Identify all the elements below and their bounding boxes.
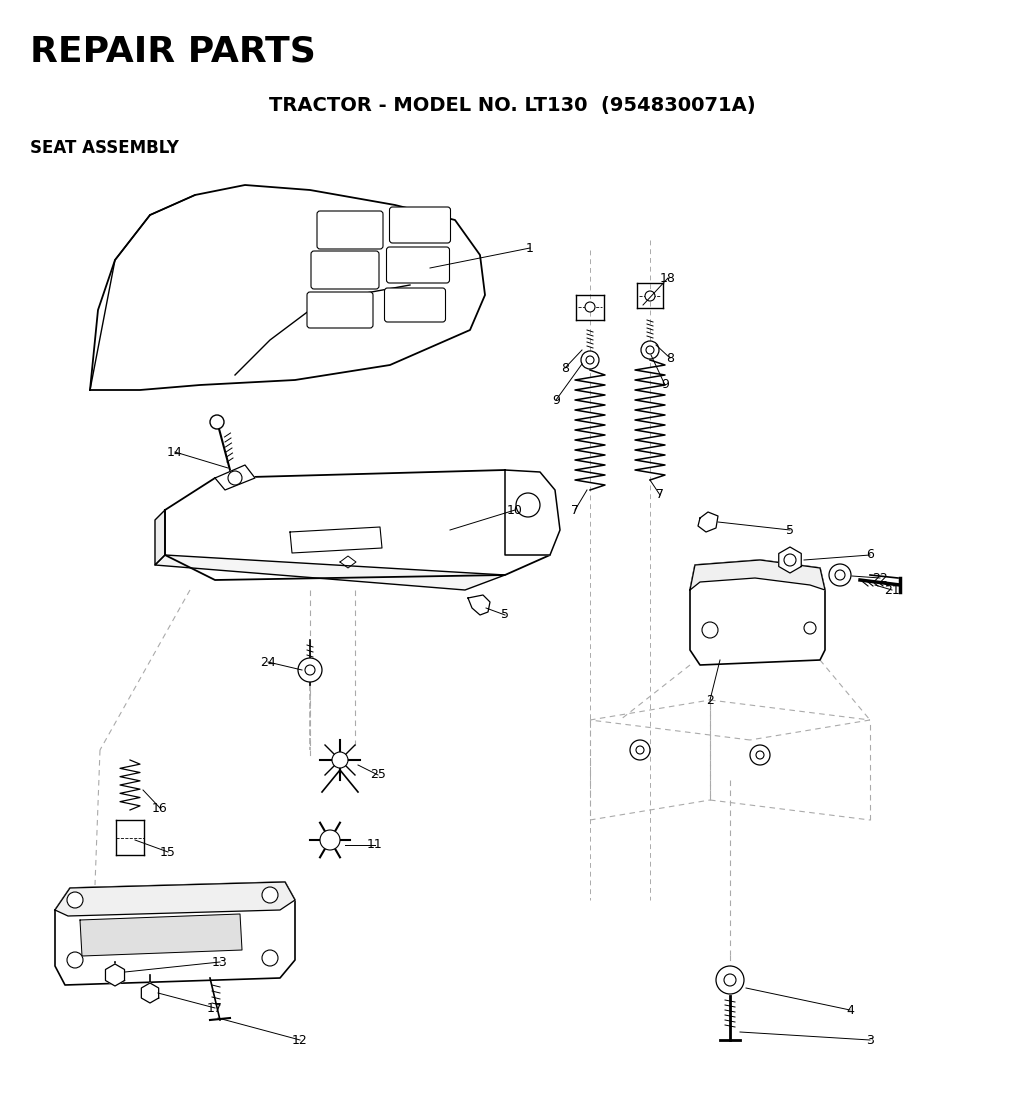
Text: 1: 1 (526, 242, 534, 255)
FancyBboxPatch shape (389, 207, 451, 243)
Text: 11: 11 (368, 839, 383, 852)
Circle shape (636, 746, 644, 755)
Circle shape (210, 416, 224, 429)
FancyBboxPatch shape (384, 288, 445, 322)
Circle shape (67, 952, 83, 968)
Text: 25: 25 (370, 769, 386, 781)
Text: 7: 7 (571, 503, 579, 516)
FancyBboxPatch shape (317, 211, 383, 249)
Circle shape (332, 752, 348, 768)
Circle shape (829, 564, 851, 586)
FancyBboxPatch shape (386, 247, 450, 283)
Polygon shape (290, 527, 382, 553)
Text: 12: 12 (292, 1034, 308, 1046)
Circle shape (641, 341, 659, 359)
Text: 13: 13 (212, 955, 228, 968)
Circle shape (750, 745, 770, 765)
Circle shape (645, 291, 655, 301)
Text: 8: 8 (666, 351, 674, 365)
Circle shape (630, 740, 650, 760)
Text: 8: 8 (561, 361, 569, 375)
Circle shape (262, 888, 278, 903)
Polygon shape (690, 560, 825, 589)
Text: 9: 9 (662, 379, 669, 391)
Polygon shape (165, 470, 550, 579)
Polygon shape (55, 882, 295, 985)
FancyBboxPatch shape (307, 293, 373, 328)
Text: 21: 21 (884, 584, 900, 596)
Circle shape (581, 351, 599, 369)
Circle shape (702, 622, 718, 638)
Polygon shape (698, 512, 718, 532)
Text: TRACTOR - MODEL NO. LT130  (954830071A): TRACTOR - MODEL NO. LT130 (954830071A) (268, 95, 756, 114)
Text: 22: 22 (872, 572, 888, 585)
Polygon shape (90, 185, 485, 390)
Text: 9: 9 (552, 393, 560, 407)
FancyBboxPatch shape (311, 252, 379, 289)
Text: 24: 24 (260, 656, 275, 668)
Circle shape (784, 554, 796, 566)
Circle shape (835, 570, 845, 579)
Text: 7: 7 (656, 489, 664, 502)
Text: 4: 4 (846, 1004, 854, 1016)
Polygon shape (778, 547, 801, 573)
Text: 14: 14 (167, 445, 183, 459)
Polygon shape (468, 595, 490, 615)
Circle shape (646, 346, 654, 353)
Text: 17: 17 (207, 1002, 223, 1015)
Polygon shape (105, 964, 125, 986)
Circle shape (516, 493, 540, 517)
Text: 5: 5 (786, 523, 794, 536)
Circle shape (724, 974, 736, 986)
Polygon shape (155, 510, 165, 565)
Circle shape (228, 471, 242, 485)
Text: 6: 6 (866, 548, 873, 562)
Polygon shape (141, 983, 159, 1003)
Polygon shape (80, 914, 242, 956)
Text: 16: 16 (153, 801, 168, 814)
Text: 10: 10 (507, 503, 523, 516)
Circle shape (716, 966, 744, 994)
Text: 2: 2 (707, 694, 714, 707)
Text: 3: 3 (866, 1034, 873, 1046)
Circle shape (804, 622, 816, 634)
Circle shape (305, 665, 315, 675)
Polygon shape (155, 555, 505, 589)
Circle shape (756, 751, 764, 759)
Polygon shape (505, 470, 560, 555)
Text: SEAT ASSEMBLY: SEAT ASSEMBLY (30, 138, 179, 157)
Text: 15: 15 (160, 845, 176, 859)
Circle shape (298, 658, 322, 683)
Text: REPAIR PARTS: REPAIR PARTS (30, 35, 315, 69)
Circle shape (319, 830, 340, 850)
Circle shape (262, 950, 278, 966)
Polygon shape (690, 560, 825, 665)
Text: 5: 5 (501, 608, 509, 622)
Circle shape (585, 302, 595, 312)
Polygon shape (215, 465, 255, 490)
Circle shape (586, 356, 594, 365)
Polygon shape (55, 882, 295, 916)
Text: 18: 18 (660, 271, 676, 285)
Circle shape (67, 892, 83, 907)
